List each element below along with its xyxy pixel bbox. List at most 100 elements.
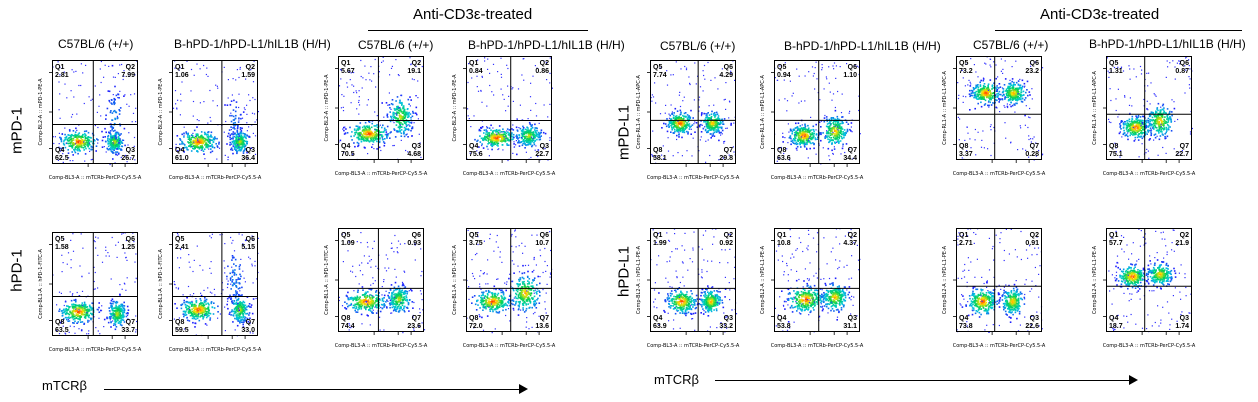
event-dot — [235, 280, 238, 283]
event-dot — [415, 95, 417, 97]
event-dot — [98, 317, 100, 319]
event-dot — [371, 303, 373, 306]
event-dot — [111, 308, 114, 311]
event-dot — [116, 115, 118, 117]
event-dot — [342, 261, 344, 263]
event-dot — [404, 129, 406, 132]
event-dot — [240, 306, 243, 308]
event-dot — [70, 313, 73, 315]
event-dot — [345, 294, 347, 296]
event-dot — [245, 137, 247, 140]
event-dot — [370, 140, 372, 142]
event-dot — [116, 316, 119, 319]
event-dot — [195, 136, 197, 138]
event-dot — [363, 294, 365, 296]
event-dot — [173, 283, 176, 285]
event-dot — [88, 147, 91, 150]
event-dot — [467, 115, 469, 117]
event-dot — [390, 298, 393, 301]
event-dot — [396, 112, 398, 115]
event-dot — [523, 277, 525, 280]
event-dot — [124, 252, 126, 254]
event-dot — [195, 299, 198, 302]
event-dot — [515, 293, 518, 296]
event-dot — [110, 144, 112, 146]
event-dot — [531, 297, 533, 299]
event-dot — [89, 305, 91, 308]
event-dot — [201, 312, 204, 314]
event-dot — [195, 304, 197, 307]
event-dot — [549, 82, 551, 84]
event-dot — [403, 108, 406, 111]
event-dot — [368, 128, 370, 131]
event-dot — [83, 313, 85, 316]
event-dot — [67, 312, 69, 315]
event-dot — [84, 305, 87, 307]
event-dot — [214, 294, 216, 296]
event-dot — [121, 233, 123, 235]
event-dot — [193, 136, 195, 139]
event-dot — [477, 59, 479, 61]
event-dot — [398, 295, 401, 298]
event-dot — [243, 107, 245, 109]
event-dot — [536, 138, 538, 141]
event-dot — [375, 305, 377, 308]
event-dot — [535, 134, 538, 136]
event-dot — [528, 281, 530, 283]
event-dot — [526, 296, 529, 299]
event-dot — [73, 306, 75, 308]
event-dot — [127, 144, 129, 146]
event-dot — [237, 143, 240, 146]
event-dot — [546, 79, 548, 81]
event-dot — [392, 113, 394, 115]
event-dot — [250, 147, 252, 149]
event-dot — [197, 309, 199, 312]
event-dot — [355, 306, 358, 308]
event-dot — [366, 129, 369, 132]
event-dot — [236, 69, 238, 71]
event-dot — [60, 137, 62, 139]
event-dot — [90, 159, 92, 161]
event-dot — [191, 301, 194, 304]
event-dot — [361, 299, 363, 302]
event-dot — [112, 130, 115, 132]
event-dot — [240, 275, 242, 278]
event-dot — [405, 296, 408, 299]
event-dot — [184, 144, 186, 146]
event-dot — [187, 133, 189, 136]
event-dot — [114, 85, 116, 88]
event-dot — [62, 153, 64, 155]
event-dot — [532, 75, 534, 77]
event-dot — [472, 275, 474, 277]
event-dot — [358, 132, 361, 134]
event-dot — [400, 297, 402, 300]
event-dot — [248, 303, 251, 305]
event-dot — [400, 307, 402, 310]
event-dot — [81, 329, 83, 331]
event-dot — [199, 307, 202, 309]
event-dot — [375, 86, 377, 88]
event-dot — [241, 294, 243, 296]
event-dot — [241, 307, 244, 309]
event-dot — [364, 299, 367, 302]
event-dot — [187, 149, 189, 151]
event-dot — [413, 329, 415, 332]
event-dot — [229, 141, 231, 144]
event-dot — [84, 143, 86, 146]
event-dot — [414, 243, 416, 245]
event-dot — [482, 304, 485, 307]
event-dot — [71, 69, 73, 71]
event-dot — [234, 143, 236, 145]
event-dot — [397, 285, 400, 288]
event-dot — [480, 127, 483, 129]
event-dot — [236, 317, 238, 319]
event-dot — [530, 131, 532, 133]
event-dot — [232, 133, 234, 135]
event-dot — [205, 300, 207, 303]
event-dot — [370, 289, 372, 291]
event-dot — [350, 327, 352, 329]
event-dot — [190, 90, 192, 92]
event-dot — [375, 265, 377, 267]
event-dot — [188, 306, 191, 308]
